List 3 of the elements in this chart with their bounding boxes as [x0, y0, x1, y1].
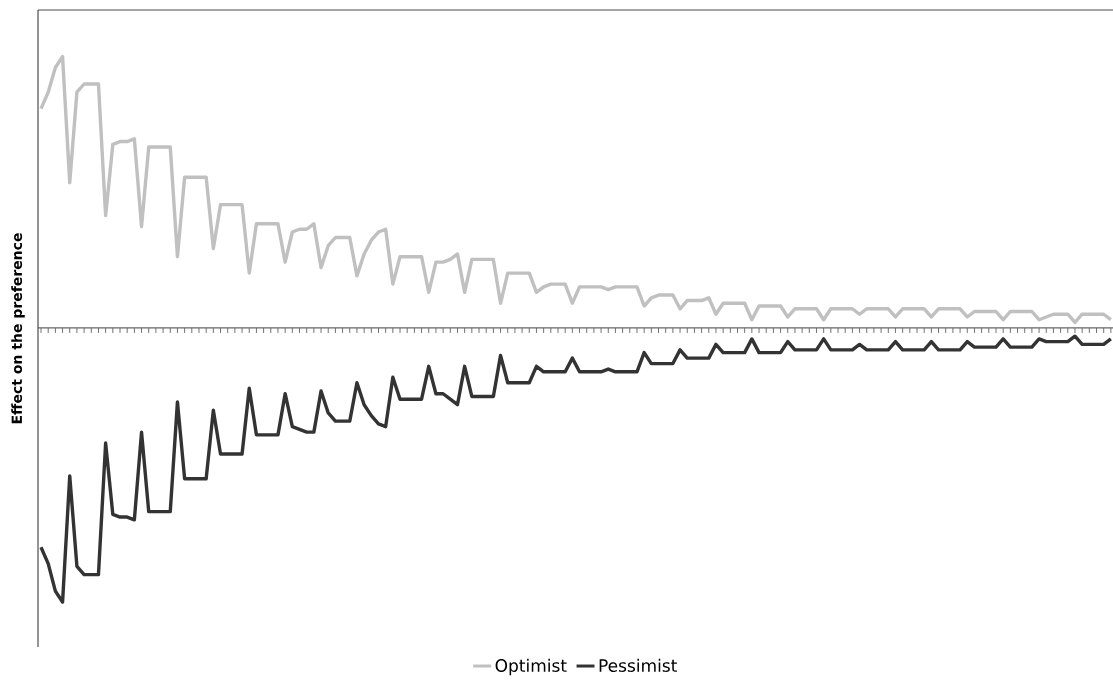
y-axis-title: Effect on the preference	[11, 233, 25, 424]
legend-label: Pessimist	[599, 658, 677, 672]
legend-label: Optimist	[495, 658, 567, 676]
